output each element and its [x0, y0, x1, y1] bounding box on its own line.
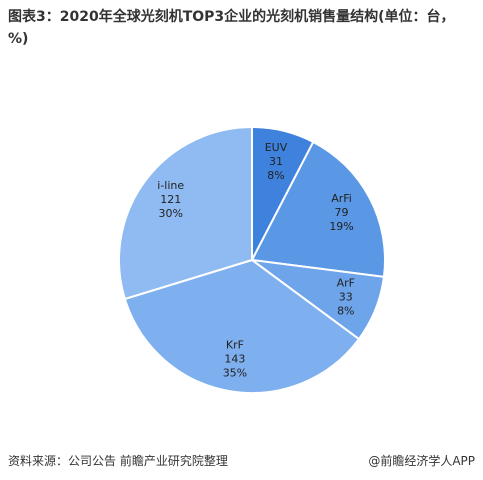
- slice-share: 30%: [159, 207, 183, 220]
- chart-title: 图表3：2020年全球光刻机TOP3企业的光刻机销售量结构(单位：台，%): [8, 9, 455, 47]
- slice-label: KrF: [226, 339, 244, 352]
- slice-value: 143: [224, 353, 245, 366]
- slice-share: 19%: [329, 220, 353, 233]
- footer: @前瞻经济学人APP: [368, 454, 475, 468]
- pie-slice: [118, 125, 253, 301]
- slice-label: i-line: [157, 179, 184, 192]
- slice-label: EUV: [265, 141, 288, 154]
- pie-slice: [250, 140, 386, 279]
- pie-slice: [123, 258, 361, 394]
- slice-value: 121: [160, 193, 181, 206]
- slice-label: ArFi: [331, 192, 352, 205]
- slice-share: 8%: [267, 169, 284, 182]
- slice-share: 8%: [337, 305, 354, 318]
- source: 资料来源：公司公告 前瞻产业研究院整理: [8, 454, 228, 468]
- slice-value: 31: [269, 155, 283, 168]
- slice-share: 35%: [223, 367, 247, 380]
- slice-label: ArF: [337, 277, 355, 290]
- slice-value: 79: [335, 206, 349, 219]
- slice-value: 33: [339, 291, 353, 304]
